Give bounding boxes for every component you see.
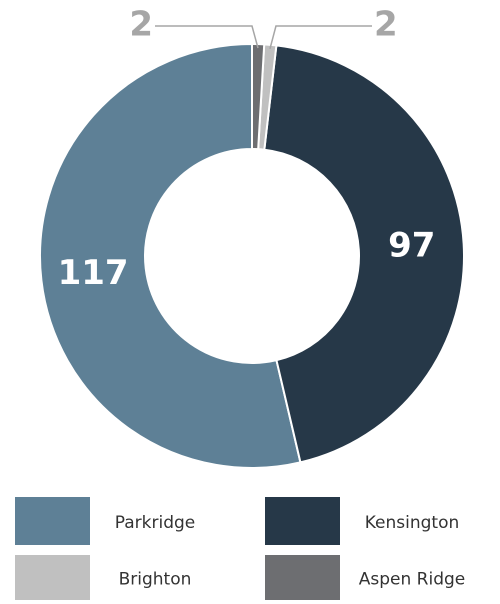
legend-label: Kensington xyxy=(365,513,460,533)
legend-swatch xyxy=(15,555,90,600)
donut-slice xyxy=(39,42,302,469)
donut-slice xyxy=(263,44,465,464)
leader-line xyxy=(269,25,372,49)
legend-label: Parkridge xyxy=(115,513,196,533)
legend-label: Brighton xyxy=(119,570,192,590)
legend-label: Aspen Ridge xyxy=(359,570,466,590)
legend-swatch xyxy=(265,497,340,545)
donut-slice xyxy=(251,42,266,151)
value-label: 97 xyxy=(388,225,435,265)
legend-swatch xyxy=(265,555,340,600)
value-label: 2 xyxy=(129,5,153,45)
value-label: 117 xyxy=(58,253,129,293)
leader-line xyxy=(155,25,259,49)
legend-swatch xyxy=(15,497,90,545)
value-label: 2 xyxy=(374,5,398,45)
